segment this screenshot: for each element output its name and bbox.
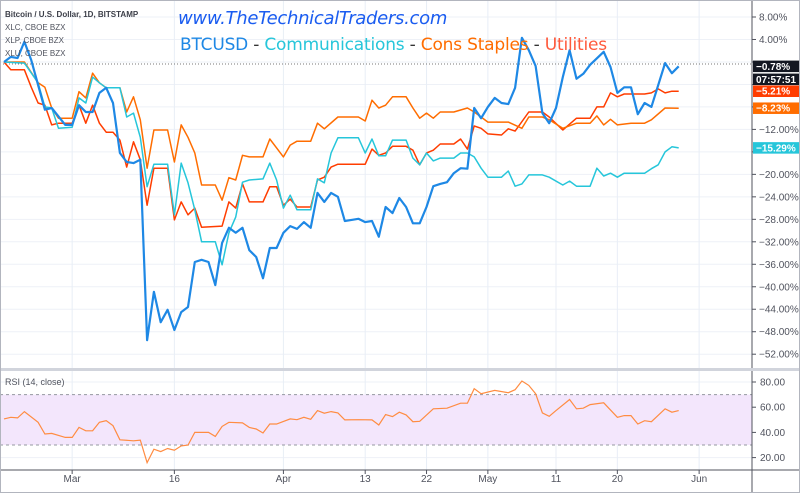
legend-symbol-xlu[interactable]: XLU, CBOE BZX	[5, 49, 66, 58]
symbol-legend: Bitcoin / U.S. Dollar, 1D, BITSTAMP XLC,…	[5, 8, 138, 60]
y-tick-label: −52.00%	[759, 350, 799, 361]
subtitle-series-utilities: Utilities	[544, 35, 607, 55]
countdown-clock: 07:57:51	[756, 75, 796, 86]
x-tick-label: Jun	[691, 474, 707, 485]
y-tick-label: −32.00%	[759, 237, 799, 248]
y-tick-label: −40.00%	[759, 282, 799, 293]
rsi-band-fill	[0, 394, 752, 445]
y-tick-label: −48.00%	[759, 327, 799, 338]
x-tick-label: May	[478, 474, 497, 485]
subtitle-series-communications: Communications	[264, 35, 405, 55]
x-tick-label: 20	[612, 474, 624, 485]
y-tick-label: −44.00%	[759, 305, 799, 316]
pane-separator[interactable]	[0, 368, 800, 371]
x-tick-label: Mar	[64, 474, 82, 485]
y-tick-label: −24.00%	[759, 192, 799, 203]
rsi-band	[0, 394, 752, 446]
y-tick-label: −28.00%	[759, 215, 799, 226]
rsi-axis[interactable]: 80.00 60.00 40.00 20.00	[752, 378, 785, 465]
y-tick-label: 8.00%	[759, 13, 787, 24]
x-tick-label: 22	[421, 474, 433, 485]
last-value-badge-utilities-bg	[753, 85, 799, 97]
rsi-y-tick-label: 80.00	[760, 378, 785, 389]
last-value-badge-cons-staples-bg	[753, 102, 799, 114]
rsi-y-tick-label: 60.00	[760, 403, 785, 414]
x-tick-label: 13	[360, 474, 372, 485]
last-value-badge-cons-staples: −8.23%	[756, 104, 790, 115]
last-value-badge-btcusd-bg	[753, 60, 799, 73]
rsi-legend[interactable]: RSI (14, close)	[5, 377, 65, 387]
legend-symbol-xlc[interactable]: XLC, CBOE BZX	[5, 23, 66, 32]
series-line-communications	[3, 61, 679, 266]
series-line-btcusd	[3, 36, 680, 342]
y-tick-label: −12.00%	[759, 125, 799, 136]
last-value-badge-btcusd: −0.78%	[756, 62, 790, 73]
subtitle-series-btcusd: BTCUSD	[180, 35, 249, 55]
legend-symbol-xlp[interactable]: XLP, CBOE BZX	[5, 36, 64, 45]
last-value-badges: −0.78% 07:57:51 −15.29% −8.23% −5.21%	[753, 60, 799, 154]
rsi-line	[3, 380, 679, 465]
last-value-badge-communications-bg	[753, 142, 799, 154]
series-line-utilities	[3, 61, 679, 228]
x-tick-label: 11	[551, 474, 562, 485]
last-value-badge-communications: −15.29%	[756, 143, 796, 154]
subtitle-separator: -	[248, 35, 265, 55]
y-tick-label: 4.00%	[759, 35, 787, 46]
subtitle-series-cons-staples: Cons Staples	[420, 35, 529, 55]
rsi-y-tick-label: 40.00	[760, 428, 785, 439]
rsi-y-tick-label: 20.00	[760, 453, 785, 464]
chart-subtitle: BTCUSD - Communications - Cons Staples -…	[180, 35, 607, 55]
subtitle-separator: -	[528, 35, 545, 55]
price-axis[interactable]: 8.00% 4.00% −12.00% −20.00% −24.00% −28.00% −3…	[752, 13, 799, 361]
x-tick-label: 16	[169, 474, 181, 485]
countdown-clock-bg	[753, 73, 799, 86]
last-value-badge-utilities: −5.21%	[756, 87, 790, 98]
subtitle-separator: -	[404, 35, 421, 55]
series-lines	[3, 36, 680, 342]
y-tick-label: −20.00%	[759, 170, 799, 181]
website-watermark: www.TheTechnicalTraders.com	[178, 8, 448, 29]
rsi-lines	[3, 380, 679, 465]
time-axis[interactable]: Mar 16 Apr 13 22 May 11 20 Jun	[64, 470, 708, 485]
y-tick-label: −36.00%	[759, 260, 799, 271]
x-tick-label: Apr	[276, 474, 292, 485]
legend-main-symbol[interactable]: Bitcoin / U.S. Dollar, 1D, BITSTAMP	[5, 10, 139, 19]
